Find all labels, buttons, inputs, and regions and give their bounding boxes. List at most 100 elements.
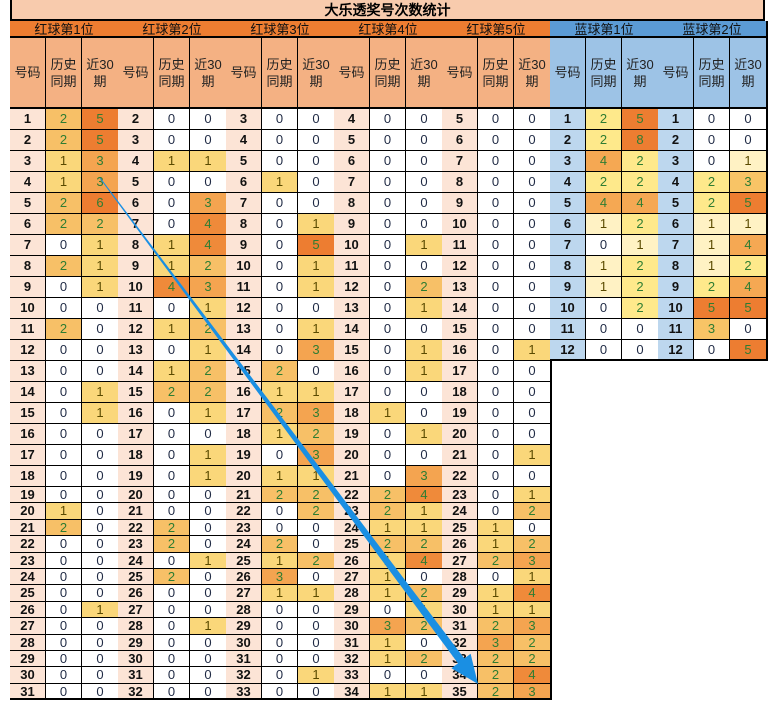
recent30-count: 0: [298, 298, 334, 318]
history-count: 2: [46, 214, 82, 234]
recent30-count: 8: [622, 130, 658, 150]
recent30-count: 1: [190, 552, 226, 568]
history-count: 0: [694, 151, 730, 171]
history-count: 1: [370, 650, 406, 667]
history-count: 0: [478, 403, 514, 423]
recent30-count: 0: [298, 193, 334, 213]
table-row: 12 0 0: [442, 256, 550, 277]
table-row: 30 0 0: [10, 667, 118, 684]
recent30-count: 1: [406, 235, 442, 255]
history-count: 0: [478, 503, 514, 519]
recent30-count: 0: [82, 298, 118, 318]
ball-number: 22: [226, 503, 262, 519]
table-row: 28 0 1: [442, 568, 550, 586]
table-row: 17 0 0: [442, 361, 550, 382]
history-count: 0: [46, 298, 82, 318]
history-count: 2: [478, 618, 514, 634]
history-count: 0: [154, 424, 190, 444]
ball-number: 13: [442, 277, 478, 297]
history-count: 0: [46, 403, 82, 423]
table-row: 23 2 0: [118, 536, 226, 553]
table-row: 15 0 0: [442, 319, 550, 340]
table-row: 21 0 1: [442, 445, 550, 466]
ball-number: 9: [10, 277, 46, 297]
table-row: 10 0 2: [550, 298, 658, 319]
ball-number: 32: [334, 650, 370, 667]
recent30-count: 1: [190, 466, 226, 486]
ball-number: 2: [118, 109, 154, 129]
history-count: 0: [154, 634, 190, 650]
history-count: 2: [46, 193, 82, 213]
recent30-count: 0: [406, 445, 442, 465]
recent30-count: 5: [298, 235, 334, 255]
history-count: 1: [370, 403, 406, 423]
recent30-count: 0: [406, 568, 442, 585]
recent30-count: 1: [298, 382, 334, 402]
table-row: 19 0 3: [226, 445, 334, 466]
table-row: 11 2 0: [10, 319, 118, 340]
ball-number: 12: [550, 340, 586, 359]
recent30-count: 1: [82, 403, 118, 423]
recent30-count: 0: [298, 109, 334, 129]
ball-number: 13: [334, 298, 370, 318]
table-row: 30 0 0: [226, 634, 334, 651]
recent30-count: 0: [730, 130, 766, 150]
history-count: 2: [478, 667, 514, 683]
ball-number: 19: [10, 487, 46, 503]
history-count: 1: [370, 552, 406, 568]
recent30-count: 2: [622, 298, 658, 318]
table-row: 21 0 0: [118, 503, 226, 520]
table-row: 29 0 0: [226, 618, 334, 635]
table-row: 29 0 0: [118, 634, 226, 651]
recent30-count: 1: [82, 277, 118, 297]
history-count: 0: [154, 487, 190, 503]
ball-number: 15: [10, 403, 46, 423]
ball-number: 14: [442, 298, 478, 318]
recent30-count: 0: [514, 319, 550, 339]
history-count: 1: [154, 256, 190, 276]
history-count: 0: [478, 235, 514, 255]
history-count: 2: [262, 403, 298, 423]
table-row: 28 0 0: [10, 634, 118, 651]
history-count: 0: [46, 667, 82, 683]
ball-number: 10: [118, 277, 154, 297]
ball-number: 12: [334, 277, 370, 297]
column-header-number: 号码: [118, 38, 154, 107]
column-headers: 号码 历史同期 近30期: [550, 38, 658, 109]
ball-number: 8: [334, 193, 370, 213]
table-row: 20 0 0: [442, 424, 550, 445]
table-row: 21 2 2: [226, 487, 334, 504]
group-header: 红球第3位: [226, 21, 334, 38]
recent30-count: 5: [730, 340, 766, 359]
ball-number: 21: [334, 466, 370, 486]
recent30-count: 0: [406, 634, 442, 650]
ball-number: 20: [118, 487, 154, 503]
recent30-count: 1: [82, 235, 118, 255]
history-count: 0: [478, 130, 514, 150]
history-count: 0: [46, 424, 82, 444]
ball-number: 7: [10, 235, 46, 255]
ball-number: 30: [226, 634, 262, 650]
red-ball-position-1: 红球第1位 号码 历史同期 近30期 1 2 5 2 2 5 3 1 3 4 1 3 5 2 6 6 2 2 7 0 1 8 2 1 9…: [10, 21, 120, 701]
history-count: 2: [478, 683, 514, 699]
ball-number: 24: [118, 552, 154, 568]
ball-number: 26: [334, 552, 370, 568]
history-count: 0: [478, 277, 514, 297]
ball-number: 27: [334, 568, 370, 585]
ball-number: 25: [226, 552, 262, 568]
recent30-count: 0: [298, 650, 334, 667]
history-count: 0: [370, 130, 406, 150]
table-row: 11 0 1: [226, 277, 334, 298]
recent30-count: 1: [190, 298, 226, 318]
ball-number: 4: [118, 151, 154, 171]
recent30-count: 0: [622, 319, 658, 339]
ball-number: 28: [118, 618, 154, 634]
table-row: 15 0 1: [10, 403, 118, 424]
history-count: 0: [694, 340, 730, 359]
